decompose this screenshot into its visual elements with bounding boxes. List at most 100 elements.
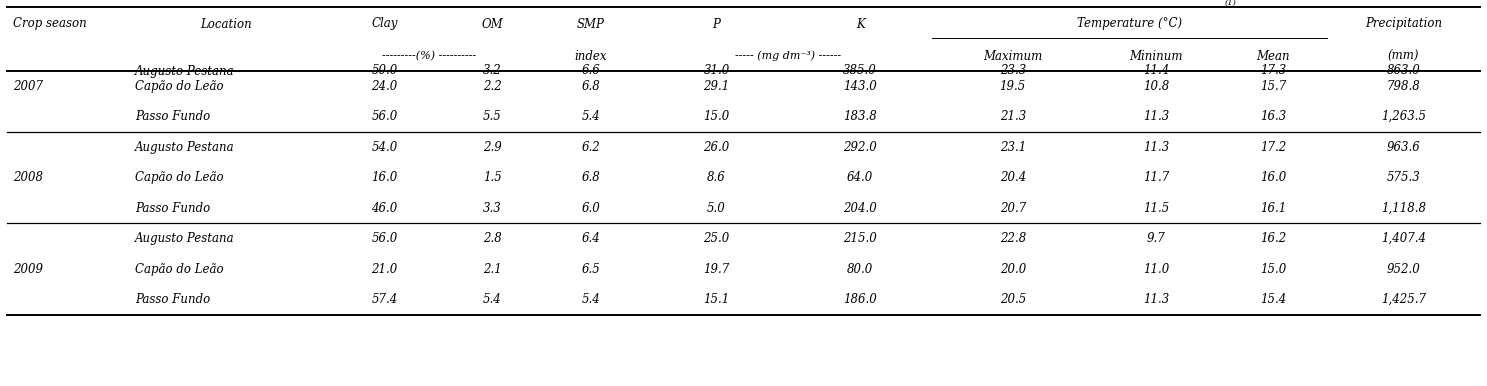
Text: Passo Fundo: Passo Fundo xyxy=(135,293,210,306)
Text: 16.0: 16.0 xyxy=(1259,171,1286,184)
Text: Clay: Clay xyxy=(372,17,397,30)
Text: 11.3: 11.3 xyxy=(1144,110,1170,123)
Text: 5.4: 5.4 xyxy=(581,293,601,306)
Text: 16.2: 16.2 xyxy=(1259,232,1286,245)
Text: 19.5: 19.5 xyxy=(999,80,1026,93)
Text: 20.0: 20.0 xyxy=(999,263,1026,276)
Text: P: P xyxy=(712,17,721,30)
Text: Passo Fundo: Passo Fundo xyxy=(135,110,210,123)
Text: 798.8: 798.8 xyxy=(1386,80,1420,93)
Text: (mm): (mm) xyxy=(1387,49,1419,63)
Text: 29.1: 29.1 xyxy=(703,80,730,93)
Text: Augusto Pestana: Augusto Pestana xyxy=(135,64,235,78)
Text: 1,118.8: 1,118.8 xyxy=(1381,202,1426,215)
Text: 2007: 2007 xyxy=(13,80,43,93)
Text: 56.0: 56.0 xyxy=(372,110,397,123)
Text: Maximum: Maximum xyxy=(983,49,1042,63)
Text: 2009: 2009 xyxy=(13,263,43,276)
Text: 5.4: 5.4 xyxy=(483,293,501,306)
Text: 15.4: 15.4 xyxy=(1259,293,1286,306)
Text: 23.1: 23.1 xyxy=(999,141,1026,154)
Text: 16.1: 16.1 xyxy=(1259,202,1286,215)
Text: (1): (1) xyxy=(1225,0,1237,7)
Text: 6.4: 6.4 xyxy=(581,232,601,245)
Text: 11.5: 11.5 xyxy=(1144,202,1170,215)
Text: 963.6: 963.6 xyxy=(1386,141,1420,154)
Text: ----- (mg dm⁻³) ------: ----- (mg dm⁻³) ------ xyxy=(735,51,842,61)
Text: 50.0: 50.0 xyxy=(372,64,397,78)
Text: 11.0: 11.0 xyxy=(1144,263,1170,276)
Text: 17.3: 17.3 xyxy=(1259,64,1286,78)
Text: 1,407.4: 1,407.4 xyxy=(1381,232,1426,245)
Text: 15.7: 15.7 xyxy=(1259,80,1286,93)
Text: Mininum: Mininum xyxy=(1130,49,1184,63)
Text: SMP: SMP xyxy=(577,17,605,30)
Text: 15.1: 15.1 xyxy=(703,293,730,306)
Text: 2.8: 2.8 xyxy=(483,232,501,245)
Text: 17.2: 17.2 xyxy=(1259,141,1286,154)
Text: 186.0: 186.0 xyxy=(843,293,877,306)
Text: 575.3: 575.3 xyxy=(1386,171,1420,184)
Text: 5.5: 5.5 xyxy=(483,110,501,123)
Text: 204.0: 204.0 xyxy=(843,202,877,215)
Text: 26.0: 26.0 xyxy=(703,141,730,154)
Text: 57.4: 57.4 xyxy=(372,293,397,306)
Text: 11.4: 11.4 xyxy=(1144,64,1170,78)
Text: 6.6: 6.6 xyxy=(581,64,601,78)
Text: 10.8: 10.8 xyxy=(1144,80,1170,93)
Text: 6.8: 6.8 xyxy=(581,171,601,184)
Text: 2.1: 2.1 xyxy=(483,263,501,276)
Text: 24.0: 24.0 xyxy=(372,80,397,93)
Text: 1,263.5: 1,263.5 xyxy=(1381,110,1426,123)
Text: 16.0: 16.0 xyxy=(372,171,397,184)
Text: OM: OM xyxy=(482,17,503,30)
Text: Location: Location xyxy=(199,17,251,30)
Text: 9.7: 9.7 xyxy=(1146,232,1166,245)
Text: Augusto Pestana: Augusto Pestana xyxy=(135,141,235,154)
Text: Augusto Pestana: Augusto Pestana xyxy=(135,232,235,245)
Text: Capão do Leão: Capão do Leão xyxy=(135,171,223,184)
Text: 54.0: 54.0 xyxy=(372,141,397,154)
Text: 3.2: 3.2 xyxy=(483,64,501,78)
Text: 20.4: 20.4 xyxy=(999,171,1026,184)
Text: Capão do Leão: Capão do Leão xyxy=(135,263,223,276)
Text: 6.2: 6.2 xyxy=(581,141,601,154)
Text: 952.0: 952.0 xyxy=(1386,263,1420,276)
Text: 1,425.7: 1,425.7 xyxy=(1381,293,1426,306)
Text: 5.4: 5.4 xyxy=(581,110,601,123)
Text: 21.0: 21.0 xyxy=(372,263,397,276)
Text: 19.7: 19.7 xyxy=(703,263,730,276)
Text: 11.7: 11.7 xyxy=(1144,171,1170,184)
Text: 2008: 2008 xyxy=(13,171,43,184)
Text: 5.0: 5.0 xyxy=(708,202,726,215)
Text: 20.5: 20.5 xyxy=(999,293,1026,306)
Text: Capão do Leão: Capão do Leão xyxy=(135,80,223,93)
Text: 20.7: 20.7 xyxy=(999,202,1026,215)
Text: 6.8: 6.8 xyxy=(581,80,601,93)
Text: 15.0: 15.0 xyxy=(1259,263,1286,276)
Text: Passo Fundo: Passo Fundo xyxy=(135,202,210,215)
Text: 11.3: 11.3 xyxy=(1144,141,1170,154)
Text: Precipitation: Precipitation xyxy=(1365,17,1442,30)
Text: Mean: Mean xyxy=(1257,49,1289,63)
Text: 46.0: 46.0 xyxy=(372,202,397,215)
Text: 215.0: 215.0 xyxy=(843,232,877,245)
Text: 56.0: 56.0 xyxy=(372,232,397,245)
Text: 15.0: 15.0 xyxy=(703,110,730,123)
Text: 3.3: 3.3 xyxy=(483,202,501,215)
Text: 16.3: 16.3 xyxy=(1259,110,1286,123)
Text: 25.0: 25.0 xyxy=(703,232,730,245)
Text: 183.8: 183.8 xyxy=(843,110,877,123)
Text: Temperature (°C): Temperature (°C) xyxy=(1077,17,1182,30)
Text: 11.3: 11.3 xyxy=(1144,293,1170,306)
Text: 292.0: 292.0 xyxy=(843,141,877,154)
Text: 863.0: 863.0 xyxy=(1386,64,1420,78)
Text: 2.2: 2.2 xyxy=(483,80,501,93)
Text: 143.0: 143.0 xyxy=(843,80,877,93)
Text: 1.5: 1.5 xyxy=(483,171,501,184)
Text: 80.0: 80.0 xyxy=(848,263,873,276)
Text: 385.0: 385.0 xyxy=(843,64,877,78)
Text: index: index xyxy=(574,49,607,63)
Text: 22.8: 22.8 xyxy=(999,232,1026,245)
Text: 31.0: 31.0 xyxy=(703,64,730,78)
